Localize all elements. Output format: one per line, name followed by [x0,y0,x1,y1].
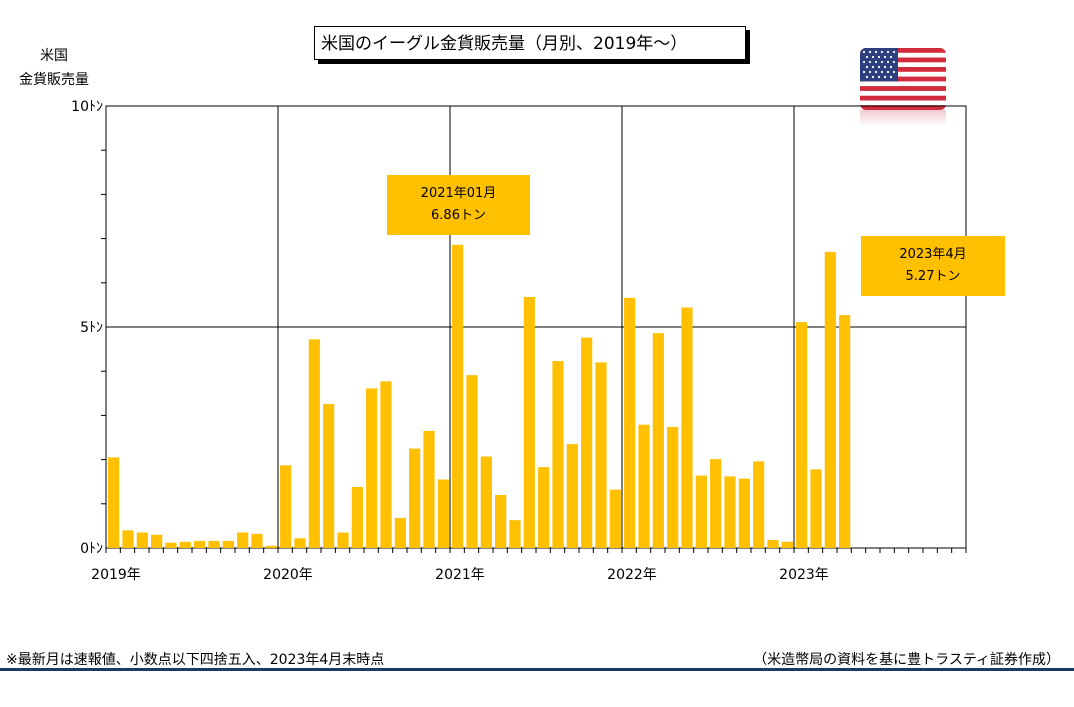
bar [652,333,664,548]
bar [466,375,478,548]
bar [552,361,564,548]
bar [394,517,406,548]
bar [566,444,578,548]
bar [796,322,808,548]
footer-source: （米造幣局の資料を基に豊トラスティ証券作成） [753,652,1060,668]
chart-title: 米国のイーグル金貨販売量（月別、2019年～） [314,26,746,60]
callout-2023-04: 2023年4月 5.27トン [861,236,1005,296]
footer-note: ※最新月は速報値、小数点以下四捨五入、2023年4月末時点 [6,652,385,668]
y-tick-label: 5ﾄﾝ [80,320,103,336]
bar [280,465,292,548]
bar [165,542,177,548]
bar [351,487,363,548]
bar [810,469,822,548]
bar-chart: 0ﾄﾝ 5ﾄﾝ 10ﾄﾝ 2019年 2020年 2021年 2022年 2023年 [71,99,967,583]
callout-2023-04-date: 2023年4月 [899,247,967,262]
bar [222,540,234,548]
bar [624,297,636,548]
bar [824,251,836,549]
bar [323,403,335,548]
bar [767,540,779,548]
bar [294,538,306,548]
bar [710,459,722,548]
bar [839,315,851,548]
bar [179,541,191,548]
x-tick-label: 2021年 [435,567,485,583]
callout-2021-01: 2021年01月 6.86トン [387,175,530,235]
bar [480,456,492,548]
callout-2021-01-date: 2021年01月 [420,186,497,201]
bar [108,457,120,548]
callout-2021-01-value: 6.86トン [431,208,486,223]
bar [667,426,679,548]
y-tick-label: 10ﾄﾝ [71,99,103,115]
bar [380,381,392,548]
bar [194,540,206,548]
bar [208,540,220,548]
bar [609,489,621,548]
bar [237,532,249,548]
x-tick-label: 2019年 [91,567,141,583]
y-axis-label-line1: 米国 [40,48,68,64]
bar [538,467,550,548]
bar [724,476,736,548]
bar [122,530,134,548]
bar [681,307,693,548]
bar [523,296,535,548]
bar [136,532,148,548]
bar [595,362,607,548]
bar [265,545,277,548]
bar [437,479,449,548]
bar [251,533,263,548]
bar [638,424,650,548]
bar [308,339,320,548]
bar [738,478,750,548]
footer-divider [0,668,1074,671]
bar [581,337,593,548]
bar [337,532,349,548]
x-tick-label: 2023年 [779,567,829,583]
bar [409,448,421,548]
y-axis-label: 米国 金貨販売量 [14,44,94,92]
bar [781,541,793,548]
flag-reflection [860,110,946,126]
bar [753,461,765,548]
y-tick-label: 0ﾄﾝ [80,541,103,557]
x-tick-label: 2022年 [607,567,657,583]
callout-2023-04-value: 5.27トン [905,269,961,284]
bar [695,475,707,548]
bar [366,388,378,548]
bar [151,534,163,548]
bar [495,494,507,548]
us-flag-icon [860,48,946,110]
bar [509,520,521,548]
bar [452,244,464,548]
y-axis-label-line2: 金貨販売量 [19,72,89,88]
bar [423,430,435,548]
x-tick-label: 2020年 [263,567,313,583]
